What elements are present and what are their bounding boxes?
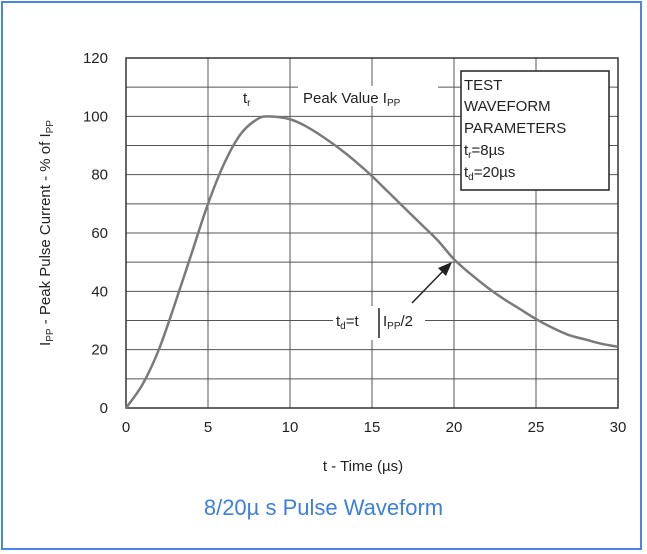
td-eq: =t	[346, 313, 360, 330]
peak-value-annotation: Peak Value IPP	[303, 90, 401, 109]
tick-labels: 0 5 10 15 20 25 30 0 20 40 60 80 100 120	[83, 50, 626, 436]
series-line	[124, 115, 619, 409]
x-tick-label: 10	[282, 419, 299, 436]
y-tick-label: 80	[91, 167, 108, 184]
y-tick-label: 0	[100, 400, 108, 417]
td-sub: d	[340, 321, 346, 332]
x-tick-label: 15	[364, 419, 381, 436]
peak-text: Peak Value I	[303, 90, 387, 107]
td-t: t	[336, 313, 341, 330]
x-tick-label: 5	[204, 419, 212, 436]
box-line-td: td=20µs	[464, 164, 515, 183]
box-line-tr: tr=8µs	[464, 142, 505, 161]
box-td-t: t	[464, 164, 469, 181]
plot-area-border	[125, 57, 619, 409]
x-tick-label: 20	[446, 419, 463, 436]
y-tick-label: 100	[83, 108, 108, 125]
box-line-waveform: WAVEFORM	[464, 98, 551, 115]
peak-sub: PP	[387, 98, 401, 109]
td-ipp: I	[383, 313, 387, 330]
box-tr-t: t	[464, 142, 469, 159]
tr-annotation: tr	[243, 90, 251, 109]
y-tick-label: 40	[91, 283, 108, 300]
y-axis-label: IPP - Peak Pulse Current - % of IPP	[37, 120, 56, 346]
tr-t: t	[243, 90, 248, 107]
x-tick-label: 0	[122, 419, 130, 436]
box-line-parameters: PARAMETERS	[464, 120, 566, 137]
td-ipp-sub: PP	[387, 321, 401, 332]
box-td-val: =20µs	[474, 164, 516, 181]
td-annotation: td=t	[336, 313, 359, 332]
parameters-box	[460, 70, 610, 191]
td-arrow-line	[411, 267, 447, 304]
td-ipp-annotation: IPP/2	[383, 313, 413, 332]
box-line-test: TEST	[464, 77, 502, 94]
x-axis-label: t - Time (µs)	[323, 458, 403, 475]
grid-lines	[126, 58, 618, 408]
x-tick-label: 25	[528, 419, 545, 436]
box-tr-sub: r	[468, 150, 472, 161]
box-td-sub: d	[468, 172, 474, 183]
y-tick-label: 120	[83, 50, 108, 67]
y-axis-label-i: I	[37, 342, 54, 346]
y-tick-label: 60	[91, 225, 108, 242]
box-tr-val: =8µs	[472, 142, 505, 159]
td-arrow-head	[438, 262, 452, 276]
chart-caption: 8/20µ s Pulse Waveform	[203, 495, 444, 520]
y-axis-label-rest: - Peak Pulse Current - % of I	[37, 133, 54, 328]
x-tick-label: 30	[610, 419, 627, 436]
tr-sub: r	[247, 98, 251, 109]
td-div: /2	[401, 313, 414, 330]
peak-label-bg	[298, 86, 438, 106]
y-axis-label-sub2: PP	[45, 120, 56, 134]
y-tick-label: 20	[91, 342, 108, 359]
y-axis-label-sub: PP	[45, 328, 56, 342]
